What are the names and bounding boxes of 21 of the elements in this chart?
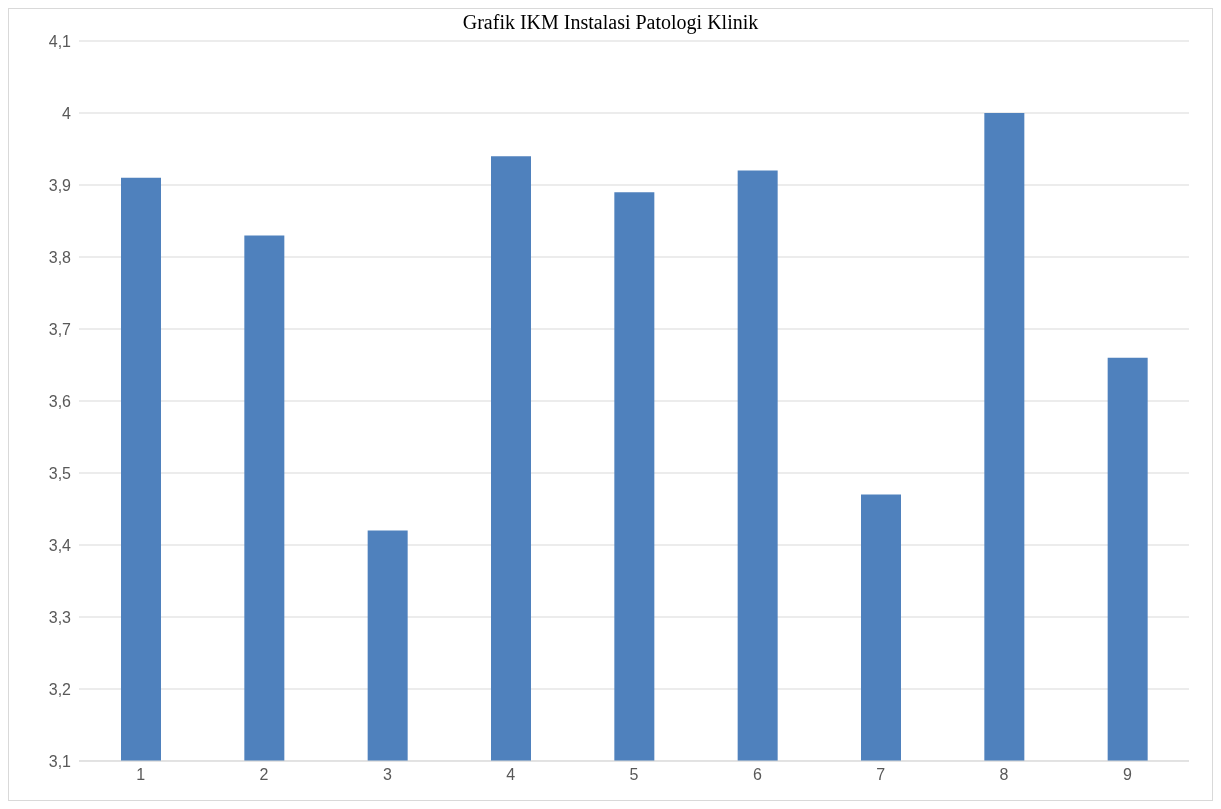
y-tick-label: 3,1 xyxy=(48,752,72,770)
y-tick-label: 4 xyxy=(62,104,72,122)
x-tick-label: 2 xyxy=(259,766,269,784)
chart-title: Grafik IKM Instalasi Patologi Klinik xyxy=(462,11,759,33)
y-tick-label: 3,8 xyxy=(48,248,72,266)
y-tick-label: 3,5 xyxy=(48,464,72,482)
x-tick-label: 6 xyxy=(752,766,762,784)
x-tick-label: 7 xyxy=(876,766,886,784)
x-tick-label: 1 xyxy=(136,766,146,784)
y-tick-label: 3,2 xyxy=(48,680,72,698)
x-tick-label: 9 xyxy=(1122,766,1132,784)
x-tick-label: 5 xyxy=(629,766,639,784)
y-tick-label: 3,3 xyxy=(48,608,72,626)
y-tick-label: 4,1 xyxy=(48,32,72,50)
x-tick-label: 4 xyxy=(506,766,516,784)
x-tick-label: 3 xyxy=(382,766,392,784)
x-tick-label: 8 xyxy=(999,766,1009,784)
y-tick-label: 3,7 xyxy=(48,320,72,338)
y-tick-label: 3,9 xyxy=(48,176,72,194)
y-tick-label: 3,6 xyxy=(48,392,72,410)
y-tick-label: 3,4 xyxy=(48,536,72,554)
